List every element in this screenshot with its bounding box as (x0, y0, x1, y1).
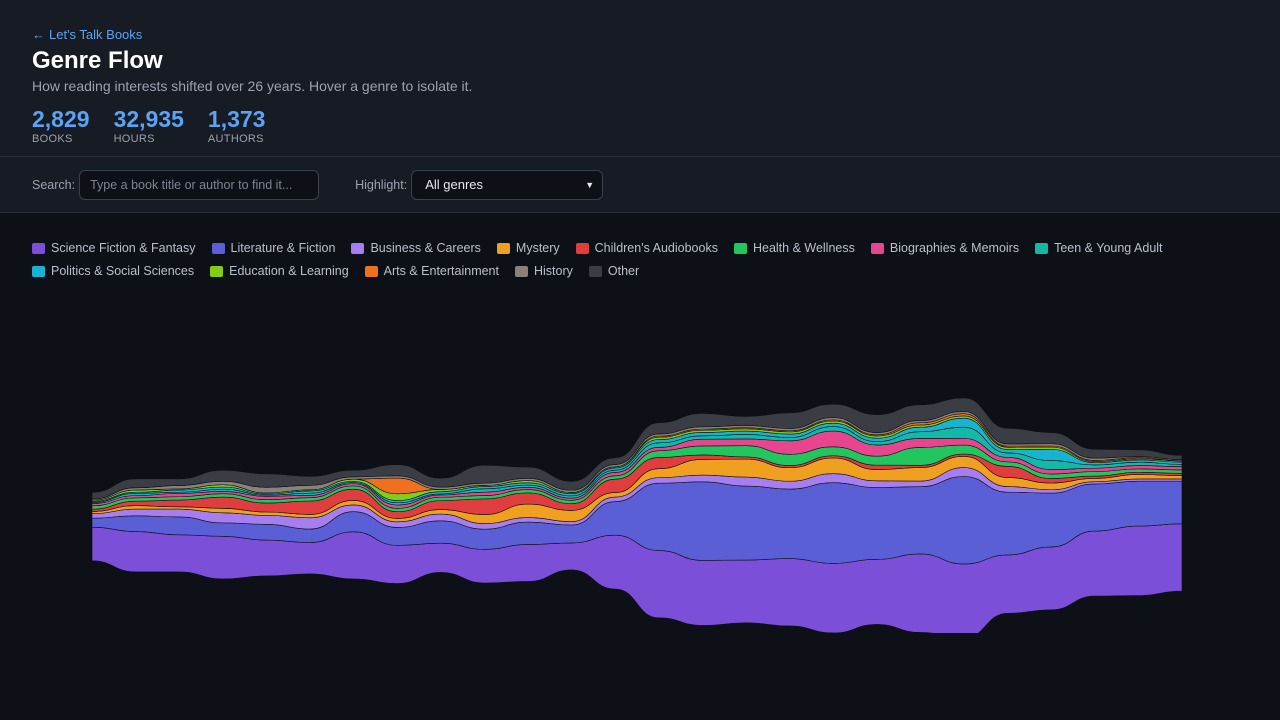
back-link[interactable]: ← Let's Talk Books (32, 27, 142, 43)
stat-hours: 32,935 HOURS (114, 106, 184, 145)
stats-row: 2,829 BOOKS 32,935 HOURS 1,373 AUTHORS (32, 106, 1248, 145)
legend-label: Children's Audiobooks (594, 241, 718, 255)
page-header: ← Let's Talk Books Genre Flow How readin… (0, 0, 1280, 157)
stream-layer[interactable] (91, 397, 1183, 500)
stat-value: 2,829 (32, 106, 90, 132)
genre-legend: Science Fiction & Fantasy Literature & Fi… (0, 213, 1200, 278)
legend-item[interactable]: Arts & Entertainment (364, 264, 499, 278)
stat-authors: 1,373 AUTHORS (208, 106, 266, 145)
back-link-label: Let's Talk Books (49, 27, 143, 42)
legend-item[interactable]: Business & Careers (351, 241, 481, 255)
legend-item[interactable]: Health & Wellness (733, 241, 855, 255)
stat-value: 1,373 (207, 106, 266, 132)
legend-label: Science Fiction & Fantasy (51, 241, 196, 255)
legend-label: Education & Learning (229, 264, 349, 278)
legend-item[interactable]: Education & Learning (210, 264, 349, 278)
legend-swatch (1035, 242, 1049, 254)
legend-label: Biographies & Memoirs (889, 241, 1020, 255)
highlight-select[interactable]: All genres ▼ (411, 169, 604, 200)
legend-swatch (351, 242, 365, 254)
legend-swatch (32, 265, 45, 277)
stat-value: 32,935 (113, 106, 184, 132)
legend-swatch (211, 242, 225, 254)
legend-item[interactable]: Other (588, 264, 640, 278)
stream-layers (91, 397, 1183, 633)
legend-label: Literature & Fiction (230, 241, 336, 255)
stat-label: HOURS (113, 133, 155, 145)
legend-swatch (575, 242, 589, 254)
legend-item[interactable]: Biographies & Memoirs (870, 241, 1020, 255)
legend-item[interactable]: Children's Audiobooks (575, 241, 718, 255)
legend-label: Business & Careers (370, 241, 481, 255)
stat-label: AUTHORS (207, 133, 264, 145)
legend-item[interactable]: Mystery (496, 241, 560, 255)
legend-label: Arts & Entertainment (383, 264, 499, 278)
legend-swatch (210, 265, 224, 277)
legend-label: Teen & Young Adult (1054, 241, 1163, 255)
legend-swatch (496, 242, 510, 254)
legend-label: Mystery (515, 241, 560, 255)
search-label: Search: (32, 177, 76, 192)
page-subtitle: How reading interests shifted over 26 ye… (32, 78, 473, 94)
stat-label: BOOKS (32, 133, 73, 145)
legend-swatch (733, 242, 747, 254)
chevron-down-icon: ▼ (585, 179, 595, 190)
legend-swatch (588, 265, 602, 277)
legend-label: History (533, 264, 573, 278)
search-input[interactable] (79, 169, 320, 200)
legend-item[interactable]: Teen & Young Adult (1035, 241, 1163, 255)
legend-swatch (364, 265, 378, 277)
legend-item[interactable]: Science Fiction & Fantasy (32, 241, 196, 255)
legend-swatch (870, 242, 884, 254)
page-title: Genre Flow (32, 47, 163, 74)
highlight-selected-value: All genres (425, 177, 484, 192)
legend-label: Politics & Social Sciences (51, 264, 195, 278)
controls-bar: Search: Highlight: All genres ▼ (0, 157, 1280, 213)
legend-label: Other (607, 264, 640, 278)
legend-swatch (514, 265, 528, 277)
highlight-label: Highlight: (355, 177, 408, 192)
legend-label: Health & Wellness (752, 241, 855, 255)
legend-item[interactable]: Literature & Fiction (211, 241, 336, 255)
legend-item[interactable]: History (514, 264, 573, 278)
legend-swatch (32, 242, 45, 254)
genre-streamgraph (91, 397, 1183, 633)
stat-books: 2,829 BOOKS (32, 106, 90, 145)
legend-item[interactable]: Politics & Social Sciences (32, 264, 194, 278)
arrow-left-icon: ← (32, 27, 45, 42)
